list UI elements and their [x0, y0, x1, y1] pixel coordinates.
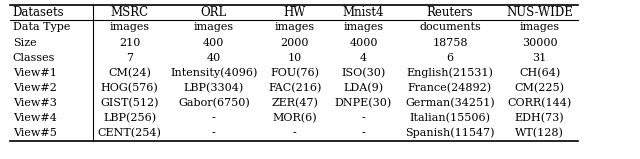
Text: Reuters: Reuters [427, 6, 473, 19]
Text: images: images [520, 22, 559, 32]
Text: 400: 400 [203, 38, 225, 48]
Text: CH(64): CH(64) [519, 68, 560, 78]
Text: 4000: 4000 [349, 38, 378, 48]
Text: 210: 210 [119, 38, 140, 48]
Text: View#2: View#2 [13, 83, 57, 93]
Text: -: - [212, 128, 216, 138]
Text: -: - [212, 113, 216, 123]
Text: images: images [344, 22, 383, 32]
Text: English(21531): English(21531) [406, 67, 493, 78]
Text: NUS-WIDE: NUS-WIDE [506, 6, 573, 19]
Text: Spanish(11547): Spanish(11547) [405, 128, 495, 138]
Text: Italian(15506): Italian(15506) [410, 113, 490, 123]
Text: 4: 4 [360, 53, 367, 63]
Text: Datasets: Datasets [13, 6, 65, 19]
Text: FAC(216): FAC(216) [268, 83, 321, 93]
Text: HW: HW [284, 6, 306, 19]
Text: View#5: View#5 [13, 128, 57, 138]
Text: images: images [194, 22, 234, 32]
Text: -: - [362, 128, 365, 138]
Text: France(24892): France(24892) [408, 83, 492, 93]
Text: 31: 31 [532, 53, 547, 63]
Text: images: images [109, 22, 150, 32]
Text: German(34251): German(34251) [405, 98, 495, 108]
Text: Mnist4: Mnist4 [343, 6, 384, 19]
Text: Data Type: Data Type [13, 22, 70, 32]
Text: 18758: 18758 [432, 38, 468, 48]
Text: -: - [293, 128, 296, 138]
Text: View#3: View#3 [13, 98, 57, 108]
Text: Size: Size [13, 38, 36, 48]
Text: Gabor(6750): Gabor(6750) [178, 98, 250, 108]
Text: GIST(512): GIST(512) [100, 98, 159, 108]
Text: ISO(30): ISO(30) [341, 68, 386, 78]
Text: FOU(76): FOU(76) [270, 68, 319, 78]
Text: View#4: View#4 [13, 113, 57, 123]
Text: LBP(256): LBP(256) [103, 113, 156, 123]
Text: 10: 10 [287, 53, 302, 63]
Text: DNPE(30): DNPE(30) [335, 98, 392, 108]
Text: Classes: Classes [13, 53, 55, 63]
Text: MOR(6): MOR(6) [273, 113, 317, 123]
Text: 40: 40 [207, 53, 221, 63]
Text: WT(128): WT(128) [515, 128, 564, 138]
Text: MSRC: MSRC [111, 6, 148, 19]
Text: 7: 7 [126, 53, 133, 63]
Text: ORL: ORL [200, 6, 227, 19]
Text: HOG(576): HOG(576) [100, 83, 159, 93]
Text: CM(225): CM(225) [515, 83, 564, 93]
Text: images: images [275, 22, 315, 32]
Text: LDA(9): LDA(9) [344, 83, 383, 93]
Text: CENT(254): CENT(254) [98, 128, 161, 138]
Text: documents: documents [419, 22, 481, 32]
Text: Intensity(4096): Intensity(4096) [170, 67, 257, 78]
Text: ZER(47): ZER(47) [271, 98, 318, 108]
Text: LBP(3304): LBP(3304) [184, 83, 244, 93]
Text: EDH(73): EDH(73) [515, 113, 564, 123]
Text: 30000: 30000 [522, 38, 557, 48]
Text: View#1: View#1 [13, 68, 57, 78]
Text: -: - [362, 113, 365, 123]
Text: 2000: 2000 [280, 38, 309, 48]
Text: 6: 6 [446, 53, 454, 63]
Text: CM(24): CM(24) [108, 68, 151, 78]
Text: CORR(144): CORR(144) [508, 98, 572, 108]
